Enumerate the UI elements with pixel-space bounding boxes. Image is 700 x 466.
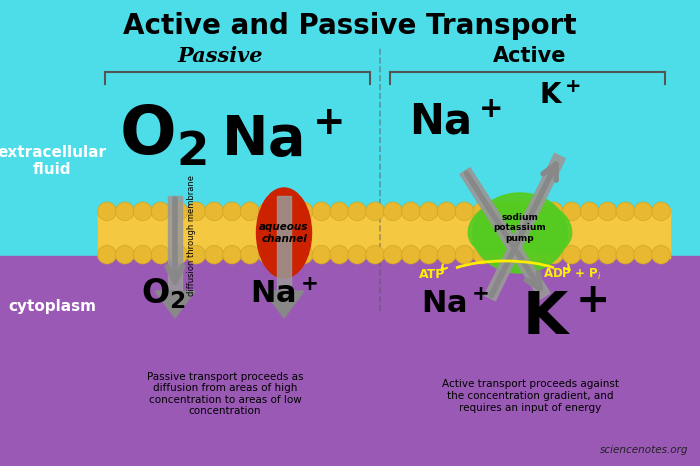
Text: Passive transport proceeds as
diffusion from areas of high
concentration to area: Passive transport proceeds as diffusion …	[147, 371, 303, 417]
Polygon shape	[460, 168, 550, 299]
Circle shape	[652, 202, 671, 220]
Circle shape	[491, 202, 510, 220]
Ellipse shape	[256, 188, 312, 278]
Text: Passive: Passive	[177, 46, 262, 66]
Circle shape	[330, 202, 349, 220]
Circle shape	[151, 246, 170, 264]
Text: extracellular
fluid: extracellular fluid	[0, 145, 106, 177]
Circle shape	[187, 246, 206, 264]
Circle shape	[598, 246, 617, 264]
Circle shape	[276, 246, 295, 264]
Circle shape	[312, 246, 331, 264]
Circle shape	[526, 246, 545, 264]
Circle shape	[133, 246, 152, 264]
Circle shape	[562, 246, 581, 264]
Circle shape	[169, 246, 188, 264]
Circle shape	[402, 202, 420, 220]
Circle shape	[545, 246, 564, 264]
Text: Active: Active	[494, 46, 567, 66]
Circle shape	[187, 202, 206, 220]
Circle shape	[294, 202, 313, 220]
Ellipse shape	[468, 202, 532, 254]
Text: Active and Passive Transport: Active and Passive Transport	[123, 12, 577, 40]
Circle shape	[419, 202, 438, 220]
Circle shape	[455, 246, 474, 264]
Bar	[98, 208, 670, 258]
Bar	[168, 196, 182, 291]
Circle shape	[438, 202, 456, 220]
Text: ADP + P$_i$: ADP + P$_i$	[542, 267, 601, 281]
Text: sciencenotes.org: sciencenotes.org	[599, 445, 688, 455]
Circle shape	[491, 246, 510, 264]
Circle shape	[509, 202, 527, 220]
Bar	[277, 196, 291, 291]
Circle shape	[509, 246, 527, 264]
Text: $\mathbf{Na^+}$: $\mathbf{Na^+}$	[250, 280, 318, 308]
Polygon shape	[264, 291, 304, 318]
Circle shape	[616, 246, 635, 264]
Text: $\mathbf{K^+}$: $\mathbf{K^+}$	[522, 289, 608, 347]
Circle shape	[276, 202, 295, 220]
Circle shape	[151, 202, 170, 220]
Text: diffusion through membrane: diffusion through membrane	[188, 176, 197, 296]
Circle shape	[634, 246, 652, 264]
Circle shape	[223, 246, 241, 264]
Text: ATP: ATP	[419, 267, 445, 281]
Circle shape	[384, 202, 402, 220]
Circle shape	[116, 246, 134, 264]
Text: $\mathbf{O_2}$: $\mathbf{O_2}$	[119, 103, 206, 169]
Circle shape	[616, 202, 635, 220]
Circle shape	[473, 202, 491, 220]
Circle shape	[419, 246, 438, 264]
Circle shape	[97, 246, 116, 264]
Bar	[0, 256, 700, 466]
Text: $\mathbf{K^+}$: $\mathbf{K^+}$	[539, 82, 581, 110]
Text: $\mathbf{Na^+}$: $\mathbf{Na^+}$	[409, 100, 501, 142]
Bar	[0, 0, 700, 256]
Circle shape	[473, 246, 491, 264]
Circle shape	[223, 202, 241, 220]
Text: Active transport proceeds against
the concentration gradient, and
requires an in: Active transport proceeds against the co…	[442, 379, 619, 412]
Circle shape	[365, 202, 384, 220]
Circle shape	[402, 246, 420, 264]
Text: $\mathbf{Na^+}$: $\mathbf{Na^+}$	[421, 289, 489, 319]
Circle shape	[258, 246, 277, 264]
Circle shape	[580, 202, 599, 220]
Circle shape	[580, 246, 599, 264]
Text: sodium
potassium
pump: sodium potassium pump	[494, 213, 547, 243]
Circle shape	[545, 202, 564, 220]
Circle shape	[562, 202, 581, 220]
Circle shape	[205, 202, 223, 220]
Circle shape	[330, 246, 349, 264]
Circle shape	[241, 246, 259, 264]
Circle shape	[241, 202, 259, 220]
Circle shape	[652, 246, 671, 264]
Circle shape	[258, 202, 277, 220]
Circle shape	[348, 202, 367, 220]
Polygon shape	[155, 291, 195, 318]
Text: aqueous
channel: aqueous channel	[259, 222, 309, 244]
Circle shape	[455, 202, 474, 220]
Circle shape	[384, 246, 402, 264]
Circle shape	[169, 202, 188, 220]
Ellipse shape	[508, 202, 572, 254]
Circle shape	[598, 202, 617, 220]
Ellipse shape	[473, 193, 568, 273]
Polygon shape	[484, 153, 566, 301]
Circle shape	[348, 246, 367, 264]
Circle shape	[133, 202, 152, 220]
Text: $\mathbf{O_2}$: $\mathbf{O_2}$	[141, 277, 186, 311]
Circle shape	[312, 202, 331, 220]
Circle shape	[116, 202, 134, 220]
Circle shape	[438, 246, 456, 264]
Circle shape	[294, 246, 313, 264]
Circle shape	[365, 246, 384, 264]
Circle shape	[97, 202, 116, 220]
Circle shape	[634, 202, 652, 220]
Circle shape	[526, 202, 545, 220]
Text: $\mathbf{Na^+}$: $\mathbf{Na^+}$	[220, 114, 343, 168]
Circle shape	[205, 246, 223, 264]
Text: cytoplasm: cytoplasm	[8, 299, 96, 314]
